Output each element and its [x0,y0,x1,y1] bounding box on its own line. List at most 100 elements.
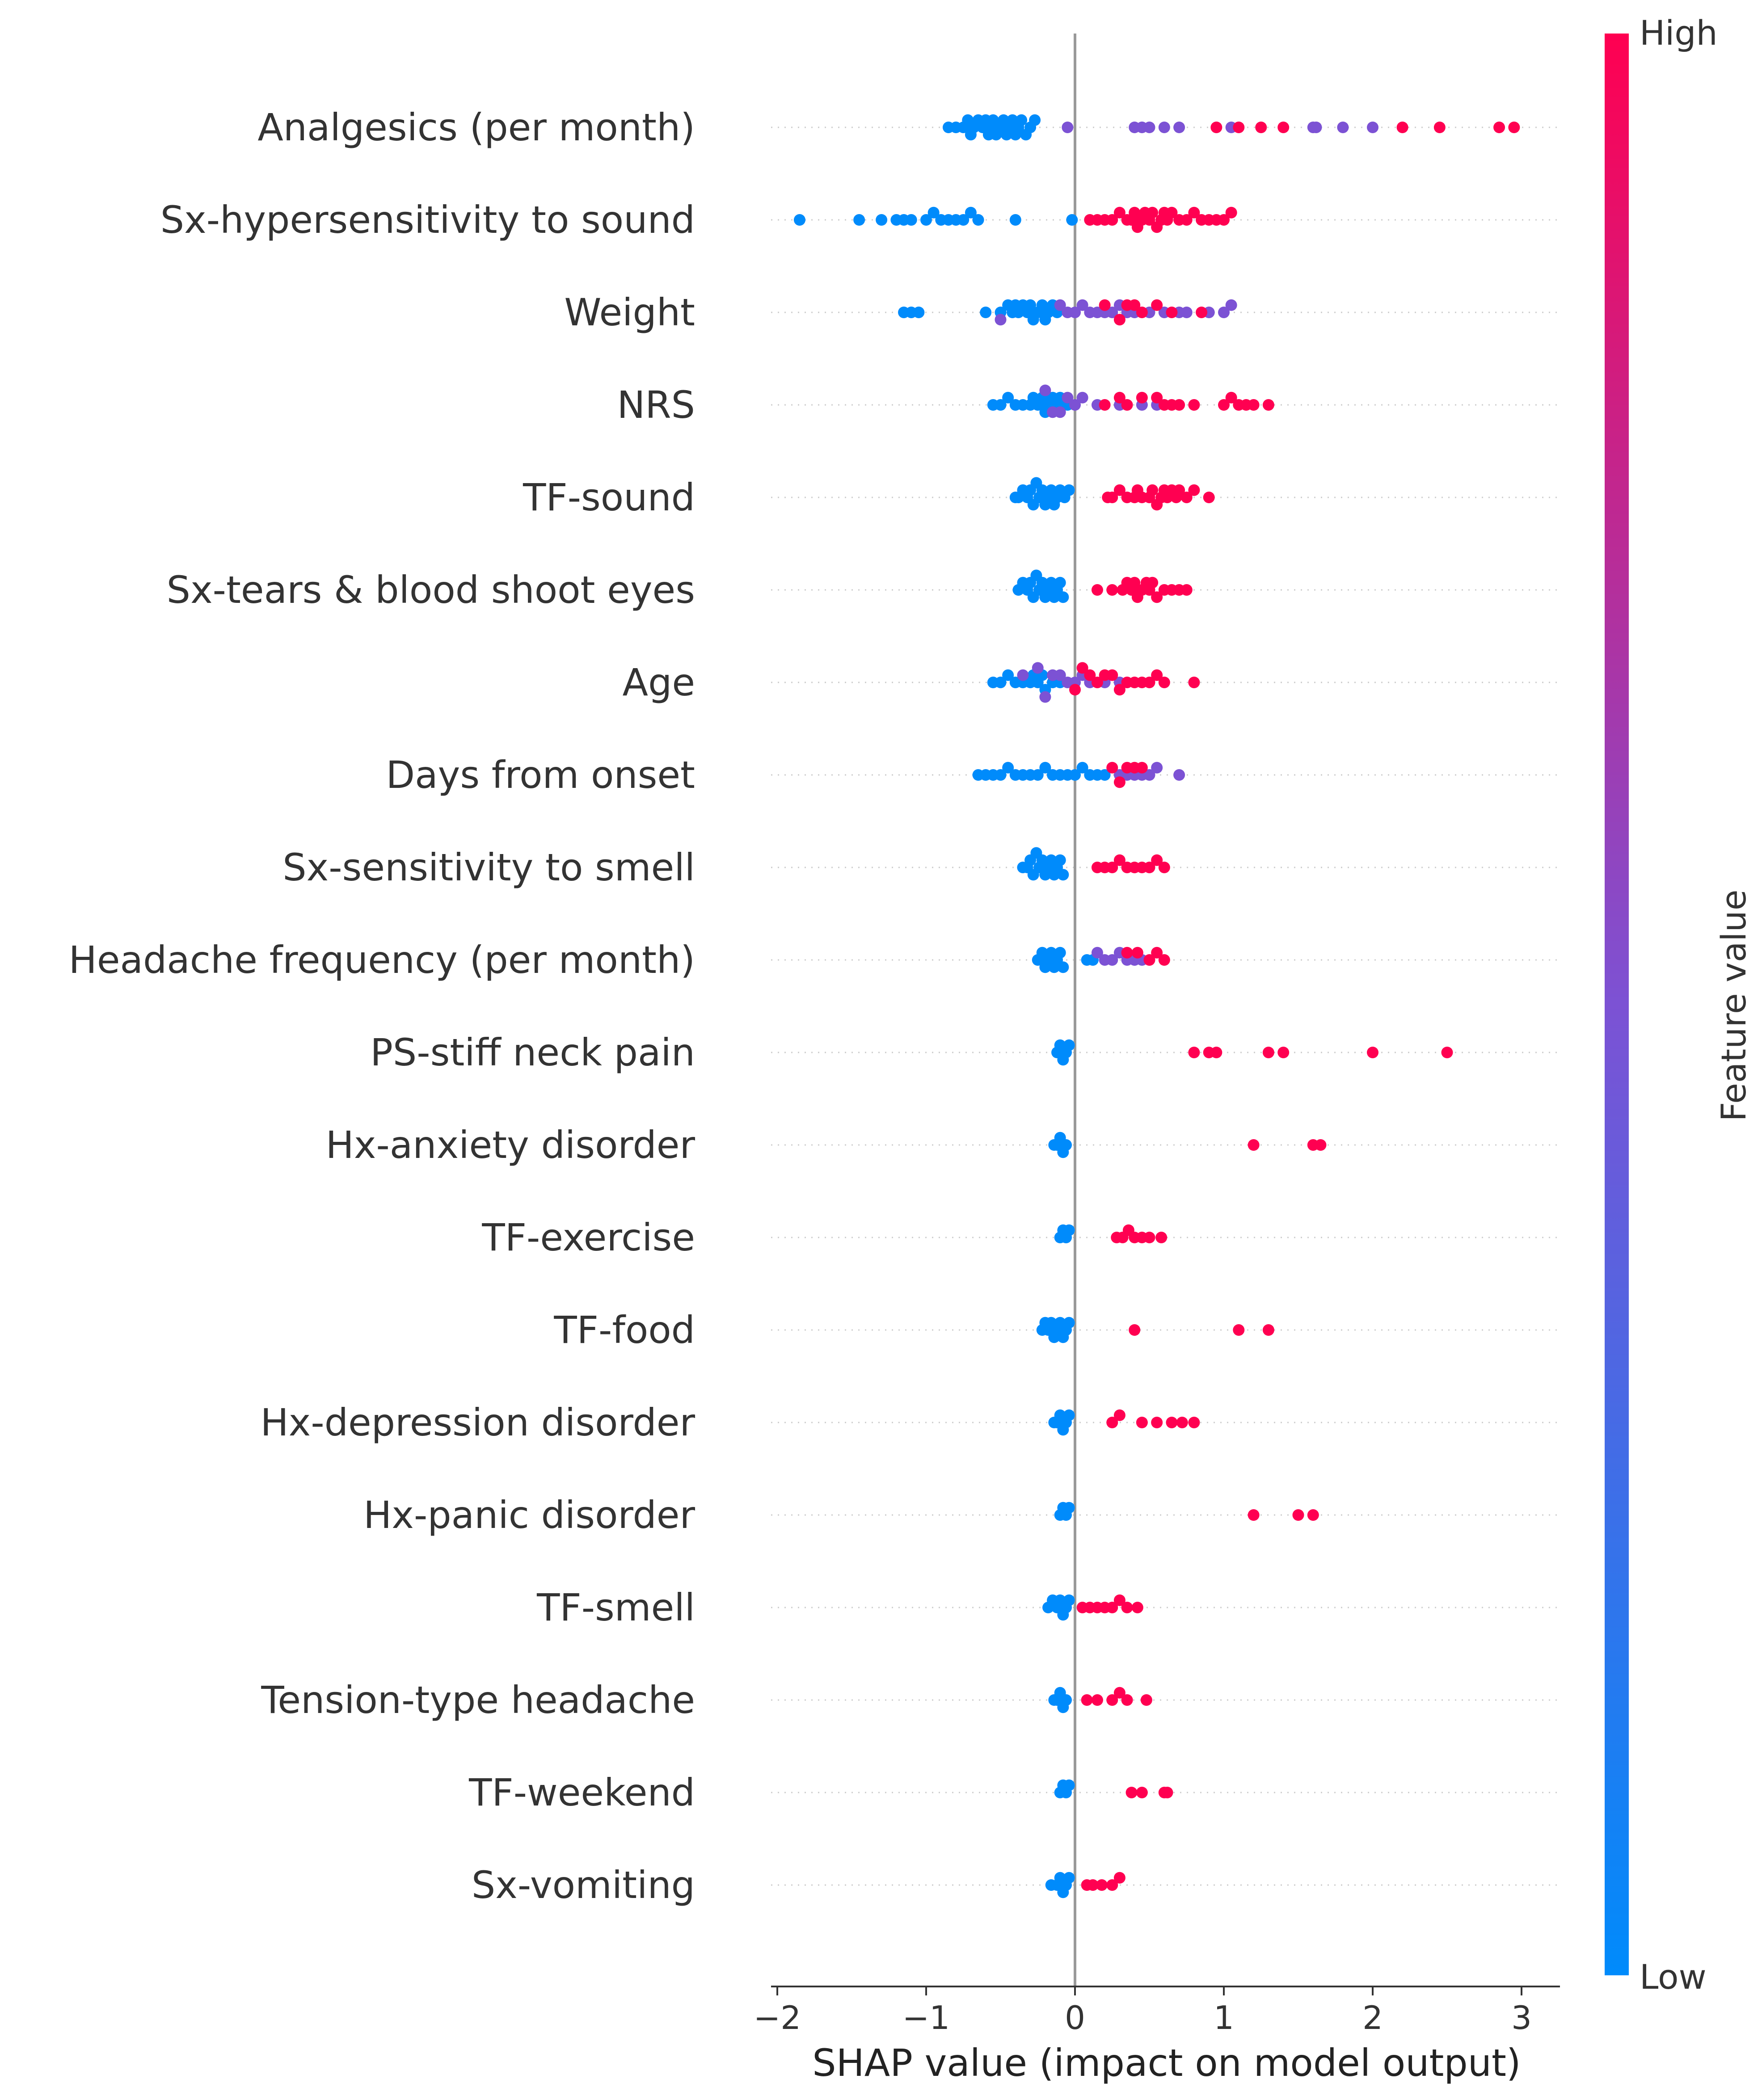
data-point-high [1106,1694,1118,1706]
data-point-high [1106,762,1118,774]
feature-labels: Analgesics (per month) Sx-hypersensitivit… [69,105,696,1907]
data-point-high [1173,484,1185,496]
data-point-high [1106,669,1118,681]
data-point-high [1188,1047,1200,1058]
data-point-high [1433,122,1446,133]
data-point-high [1188,677,1200,688]
data-point-high [1262,399,1274,411]
data-point-high [1147,206,1159,219]
data-point-high [1129,206,1141,219]
data-point-high [1262,1324,1274,1336]
data-point-low [987,114,999,126]
data-point-low [1099,769,1111,781]
data-point-high [1367,1047,1378,1058]
data-point-mid [1054,299,1066,311]
data-point-low [1063,1779,1075,1791]
x-ticks: −2 −1 0 1 2 3 [754,1986,1532,2037]
data-point-mid [1173,122,1185,133]
data-point-low [965,206,977,219]
data-point-low [1009,214,1021,226]
feature-label: Sx-hypersensitivity to sound [160,198,695,242]
data-point-high [1069,684,1081,696]
data-point-high [1233,122,1245,133]
data-point-high [1099,399,1111,411]
data-point-high [1143,677,1155,688]
feature-label: TF-weekend [468,1771,695,1814]
data-point-high [1129,1324,1141,1336]
data-point-low [1060,1694,1072,1706]
data-point-high [1106,584,1118,596]
x-tick-label: −1 [902,1999,950,2037]
data-point-high [1277,1047,1290,1058]
data-point-high [1188,484,1200,496]
data-point-high [1441,1047,1453,1058]
data-point-high [1176,1417,1188,1428]
data-point-mid [1143,769,1155,781]
data-point-high [1233,1324,1245,1336]
data-point-high [1121,1602,1133,1613]
data-point-high [1166,206,1178,219]
data-point-low [920,214,932,226]
data-point-low [793,214,805,226]
colorbar-high-label: High [1640,13,1718,53]
data-point-low [913,307,925,318]
data-point-high [1113,1872,1125,1884]
data-point-high [1081,1694,1093,1706]
data-point-low [1057,961,1069,973]
data-point-mid [1143,122,1155,133]
data-point-high [1129,577,1141,589]
data-point-mid [995,314,1007,326]
data-point-high [1113,314,1125,326]
x-tick-label: 3 [1511,1999,1532,2037]
colorbar: High Low Feature value [1605,13,1754,1997]
feature-label: Hx-depression disorder [261,1401,696,1444]
data-point-high [1158,954,1170,966]
data-point-low [1029,114,1041,126]
data-point-high [1225,391,1237,404]
data-point-low [980,307,992,318]
data-point-low [1024,299,1037,311]
data-point-low [927,206,940,219]
feature-label: TF-exercise [481,1216,695,1259]
data-point-high [1151,854,1163,866]
data-point-high [1106,1602,1118,1613]
data-point-mid [1218,307,1230,318]
data-point-high [1143,862,1155,873]
data-point-high [1147,484,1159,496]
feature-label: Hx-panic disorder [363,1493,695,1537]
feature-label: Sx-vomiting [472,1863,695,1907]
data-point-high [1188,1417,1200,1428]
data-point-high [1248,399,1260,411]
data-point-high [1166,307,1178,318]
data-point-high [1151,391,1163,404]
data-point-high [1210,122,1222,133]
grid-lines [771,126,1560,1886]
data-point-high [1106,214,1118,226]
data-point-low [995,677,1007,688]
data-point-low [1063,484,1075,496]
feature-label: Days from onset [386,753,695,797]
data-point-mid [1091,947,1103,959]
data-point-high [1099,299,1111,311]
data-point-high [1106,492,1118,503]
data-point-high [1396,122,1408,133]
data-point-high [1106,1879,1118,1891]
x-tick-label: −2 [754,1999,801,2037]
data-point-high [1307,1509,1319,1521]
data-point-low [1069,769,1081,781]
data-point-mid [1017,669,1029,681]
data-point-low [1060,1139,1072,1151]
data-point-low [1063,1502,1075,1514]
data-point-high [1248,1139,1260,1151]
data-point-high [1091,677,1103,688]
data-point-low [995,769,1007,781]
data-point-high [1113,484,1125,496]
data-point-high [1262,1047,1274,1058]
data-point-high [1255,122,1267,133]
data-point-mid [1310,122,1322,133]
data-point-high [1292,1509,1304,1521]
data-point-high [1136,762,1148,774]
data-point-high [1091,1694,1103,1706]
data-point-high [1147,577,1159,589]
data-point-low [1063,1594,1075,1606]
